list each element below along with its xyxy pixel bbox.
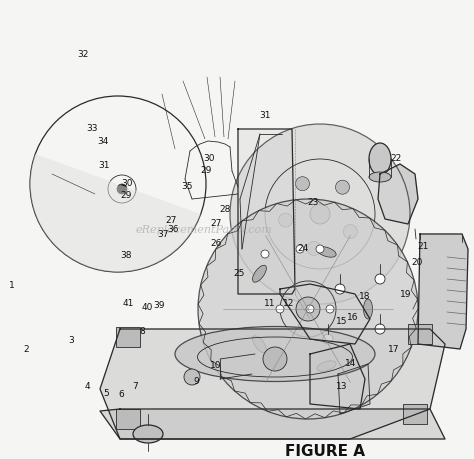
Text: 6: 6 <box>118 389 124 398</box>
Circle shape <box>375 325 385 334</box>
Text: 10: 10 <box>210 360 221 369</box>
Text: 40: 40 <box>141 302 153 311</box>
Polygon shape <box>418 235 468 349</box>
Polygon shape <box>378 165 418 224</box>
Text: 12: 12 <box>283 298 295 308</box>
Polygon shape <box>100 409 445 439</box>
Ellipse shape <box>253 336 266 353</box>
Text: 34: 34 <box>98 137 109 146</box>
Text: 31: 31 <box>99 161 110 170</box>
Text: 9: 9 <box>194 376 200 386</box>
Circle shape <box>323 334 333 344</box>
Text: 13: 13 <box>336 381 347 390</box>
Circle shape <box>336 181 349 195</box>
Text: FIGURE A: FIGURE A <box>285 443 365 458</box>
Ellipse shape <box>253 266 266 283</box>
Ellipse shape <box>317 361 336 371</box>
Text: 39: 39 <box>153 301 164 310</box>
Text: 7: 7 <box>132 381 138 390</box>
Polygon shape <box>100 329 445 439</box>
Circle shape <box>316 246 324 253</box>
Text: 24: 24 <box>298 243 309 252</box>
Polygon shape <box>280 285 370 344</box>
Text: 23: 23 <box>307 197 319 207</box>
Polygon shape <box>310 344 365 409</box>
Circle shape <box>198 200 418 419</box>
Text: 27: 27 <box>165 216 176 225</box>
Text: 11: 11 <box>264 298 276 308</box>
Text: 30: 30 <box>121 179 133 188</box>
Circle shape <box>295 177 310 191</box>
Text: 3: 3 <box>68 335 74 344</box>
Text: 31: 31 <box>260 110 271 119</box>
Bar <box>116 327 140 347</box>
Wedge shape <box>30 155 201 272</box>
Text: 29: 29 <box>120 190 131 200</box>
Ellipse shape <box>175 327 375 382</box>
Text: 21: 21 <box>418 241 429 250</box>
Polygon shape <box>338 364 370 414</box>
Bar <box>116 409 140 429</box>
Text: 22: 22 <box>390 154 401 163</box>
Text: 15: 15 <box>336 317 347 326</box>
Circle shape <box>261 251 269 258</box>
Circle shape <box>230 125 410 304</box>
Text: 30: 30 <box>203 154 214 163</box>
Text: 27: 27 <box>210 218 221 227</box>
Ellipse shape <box>317 247 336 257</box>
Bar <box>408 325 432 344</box>
Text: 2: 2 <box>23 344 29 353</box>
Text: 18: 18 <box>359 291 371 301</box>
Circle shape <box>263 347 287 371</box>
Text: 5: 5 <box>104 388 109 397</box>
Circle shape <box>276 305 284 313</box>
Ellipse shape <box>364 299 373 319</box>
Ellipse shape <box>369 144 391 176</box>
Circle shape <box>343 225 357 239</box>
Text: 1: 1 <box>9 280 15 289</box>
Circle shape <box>117 185 127 195</box>
Text: 8: 8 <box>139 326 145 335</box>
Circle shape <box>375 274 385 285</box>
Text: 26: 26 <box>210 239 221 248</box>
Circle shape <box>310 205 330 224</box>
Text: 38: 38 <box>120 250 131 259</box>
Text: 20: 20 <box>411 257 423 266</box>
Circle shape <box>296 297 320 321</box>
Text: 16: 16 <box>347 312 359 321</box>
Bar <box>403 404 427 424</box>
Circle shape <box>296 246 304 253</box>
Text: 28: 28 <box>219 204 231 213</box>
Circle shape <box>307 242 321 256</box>
Text: 29: 29 <box>201 165 212 174</box>
Text: 35: 35 <box>182 181 193 190</box>
Text: 36: 36 <box>167 225 179 234</box>
Text: 33: 33 <box>87 124 98 133</box>
Ellipse shape <box>369 173 391 183</box>
Circle shape <box>184 369 200 385</box>
Text: 19: 19 <box>400 289 411 298</box>
Text: 25: 25 <box>234 269 245 278</box>
Text: 32: 32 <box>77 50 89 59</box>
Text: 37: 37 <box>158 230 169 239</box>
Text: 4: 4 <box>85 381 91 390</box>
Text: 17: 17 <box>388 344 399 353</box>
Text: eReplacementParts.com: eReplacementParts.com <box>136 224 272 235</box>
Polygon shape <box>238 130 295 294</box>
Circle shape <box>326 305 334 313</box>
Ellipse shape <box>133 425 163 443</box>
Circle shape <box>335 285 345 294</box>
Text: 14: 14 <box>345 358 356 367</box>
Circle shape <box>306 305 314 313</box>
Circle shape <box>279 213 292 228</box>
Text: 41: 41 <box>122 298 134 308</box>
